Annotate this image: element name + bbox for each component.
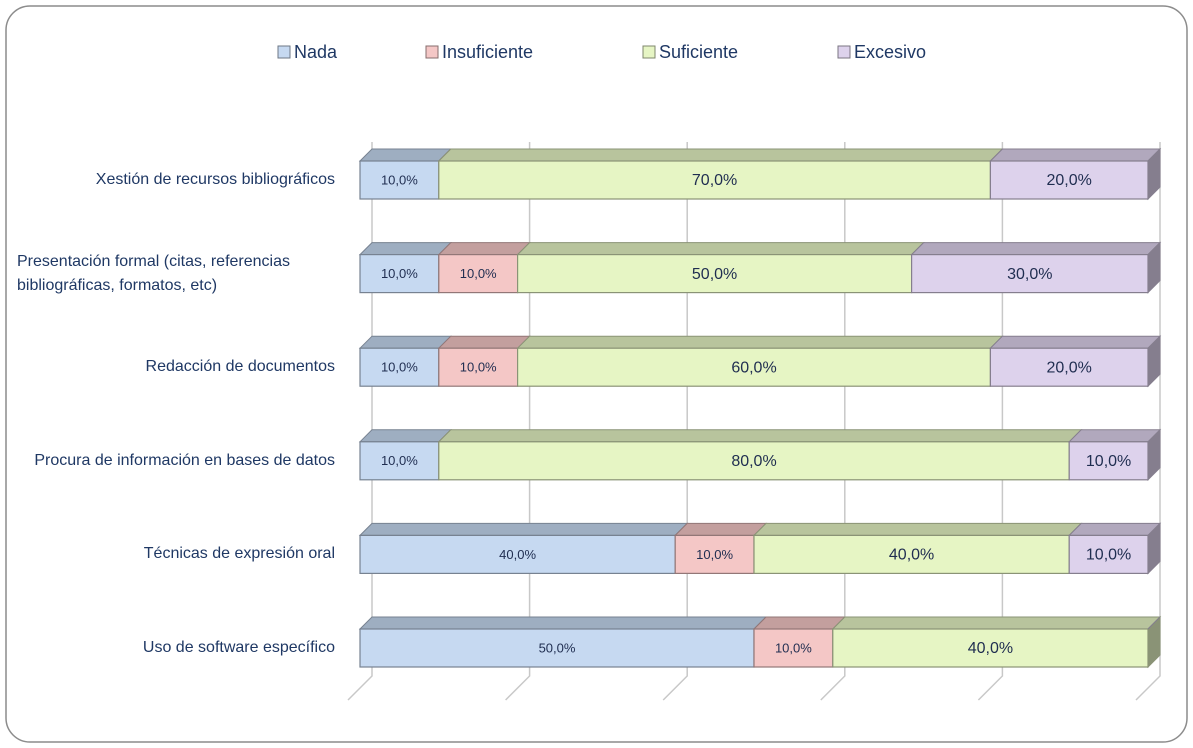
bar-top (1067, 522, 1162, 536)
bar-top (358, 335, 453, 349)
data-label: 10,0% (460, 266, 497, 281)
data-label: 70,0% (692, 172, 737, 189)
data-label: 10,0% (775, 640, 812, 655)
data-label: 10,0% (381, 453, 418, 468)
y-tick-label: Técnicas de expresión oral (15, 542, 335, 566)
data-label: 40,0% (499, 547, 536, 562)
category-text: Presentación formal (citas, referencias … (17, 252, 290, 294)
data-label: 10,0% (381, 360, 418, 375)
bar-top (437, 242, 531, 256)
bar-top (516, 242, 925, 256)
bar-top (752, 616, 847, 630)
bar-side (1147, 428, 1161, 482)
bar-top (437, 148, 1004, 162)
bar-top (358, 429, 453, 443)
data-label: 10,0% (696, 547, 733, 562)
bar-top (831, 616, 1162, 630)
bar-top (910, 242, 1162, 256)
bar-top (1147, 616, 1161, 630)
grid-line (820, 142, 846, 701)
data-label: 40,0% (889, 547, 934, 564)
bar-top (752, 522, 1083, 536)
data-label: 10,0% (381, 172, 418, 187)
legend-swatch (837, 45, 851, 59)
legend-swatch (425, 45, 439, 59)
grid-line (1135, 142, 1161, 701)
bar (359, 160, 440, 200)
bar-side (1147, 334, 1161, 388)
bar-top (437, 429, 1083, 443)
bar (438, 254, 519, 294)
data-label: 20,0% (1047, 172, 1092, 189)
legend-label: Excesivo (854, 42, 926, 62)
grid-line (505, 142, 531, 701)
legend-swatch (277, 45, 291, 59)
bar-top (1067, 429, 1162, 443)
data-label: 50,0% (692, 266, 737, 283)
bar-top (989, 335, 1162, 349)
data-label: 80,0% (731, 453, 776, 470)
bar-top (358, 148, 453, 162)
bar-side (1147, 241, 1161, 294)
data-label: 20,0% (1047, 359, 1092, 376)
bar (753, 628, 834, 668)
legend-label: Nada (294, 42, 338, 62)
bar (910, 254, 1149, 294)
category-text: Procura de información en bases de datos (34, 451, 335, 469)
bar (1068, 534, 1149, 575)
data-label: 50,0% (539, 640, 576, 655)
bar (438, 160, 991, 200)
y-tick-label: Presentación formal (citas, referencias … (15, 250, 335, 298)
legend-label: Insuficiente (442, 42, 533, 62)
legend-label: Suficiente (659, 42, 738, 62)
category-text: Xestión de recursos bibliográficos (95, 171, 335, 188)
bar (674, 534, 755, 575)
bar (832, 628, 1149, 668)
category-text: Uso de software específico (142, 639, 335, 656)
bar-top (516, 335, 1004, 349)
data-label: 10,0% (1086, 547, 1131, 564)
data-label: 10,0% (1086, 453, 1131, 470)
bar-top (673, 522, 768, 536)
bar-top (358, 242, 453, 256)
bar (359, 254, 440, 294)
data-label: 10,0% (381, 266, 418, 281)
bar-top (358, 616, 768, 630)
y-tick-label: Uso de software específico (15, 636, 335, 660)
bar-side (1147, 147, 1161, 201)
bar (516, 254, 913, 294)
bar-top (358, 522, 689, 536)
bar (359, 534, 676, 575)
bar-top (437, 335, 531, 349)
category-text: Técnicas de expresión oral (143, 545, 335, 563)
bar (359, 441, 440, 481)
bar (753, 534, 1070, 575)
data-label: 60,0% (731, 359, 776, 376)
bar (516, 347, 991, 387)
y-tick-label: Redacción de documentos (15, 355, 335, 379)
data-label: 10,0% (460, 360, 497, 375)
bar (359, 347, 440, 387)
y-tick-label: Xestión de recursos bibliográficos (15, 168, 335, 192)
y-tick-label: Procura de información en bases de datos (15, 449, 335, 473)
category-text: Redacción de documentos (145, 358, 335, 376)
legend-swatch (642, 45, 656, 59)
data-label: 30,0% (1007, 266, 1052, 283)
bar-top (989, 148, 1162, 162)
grid-line (977, 142, 1004, 701)
grid-line (347, 142, 373, 701)
data-label: 40,0% (968, 640, 1013, 657)
grid-line (662, 142, 688, 701)
bar-side (1147, 522, 1161, 575)
